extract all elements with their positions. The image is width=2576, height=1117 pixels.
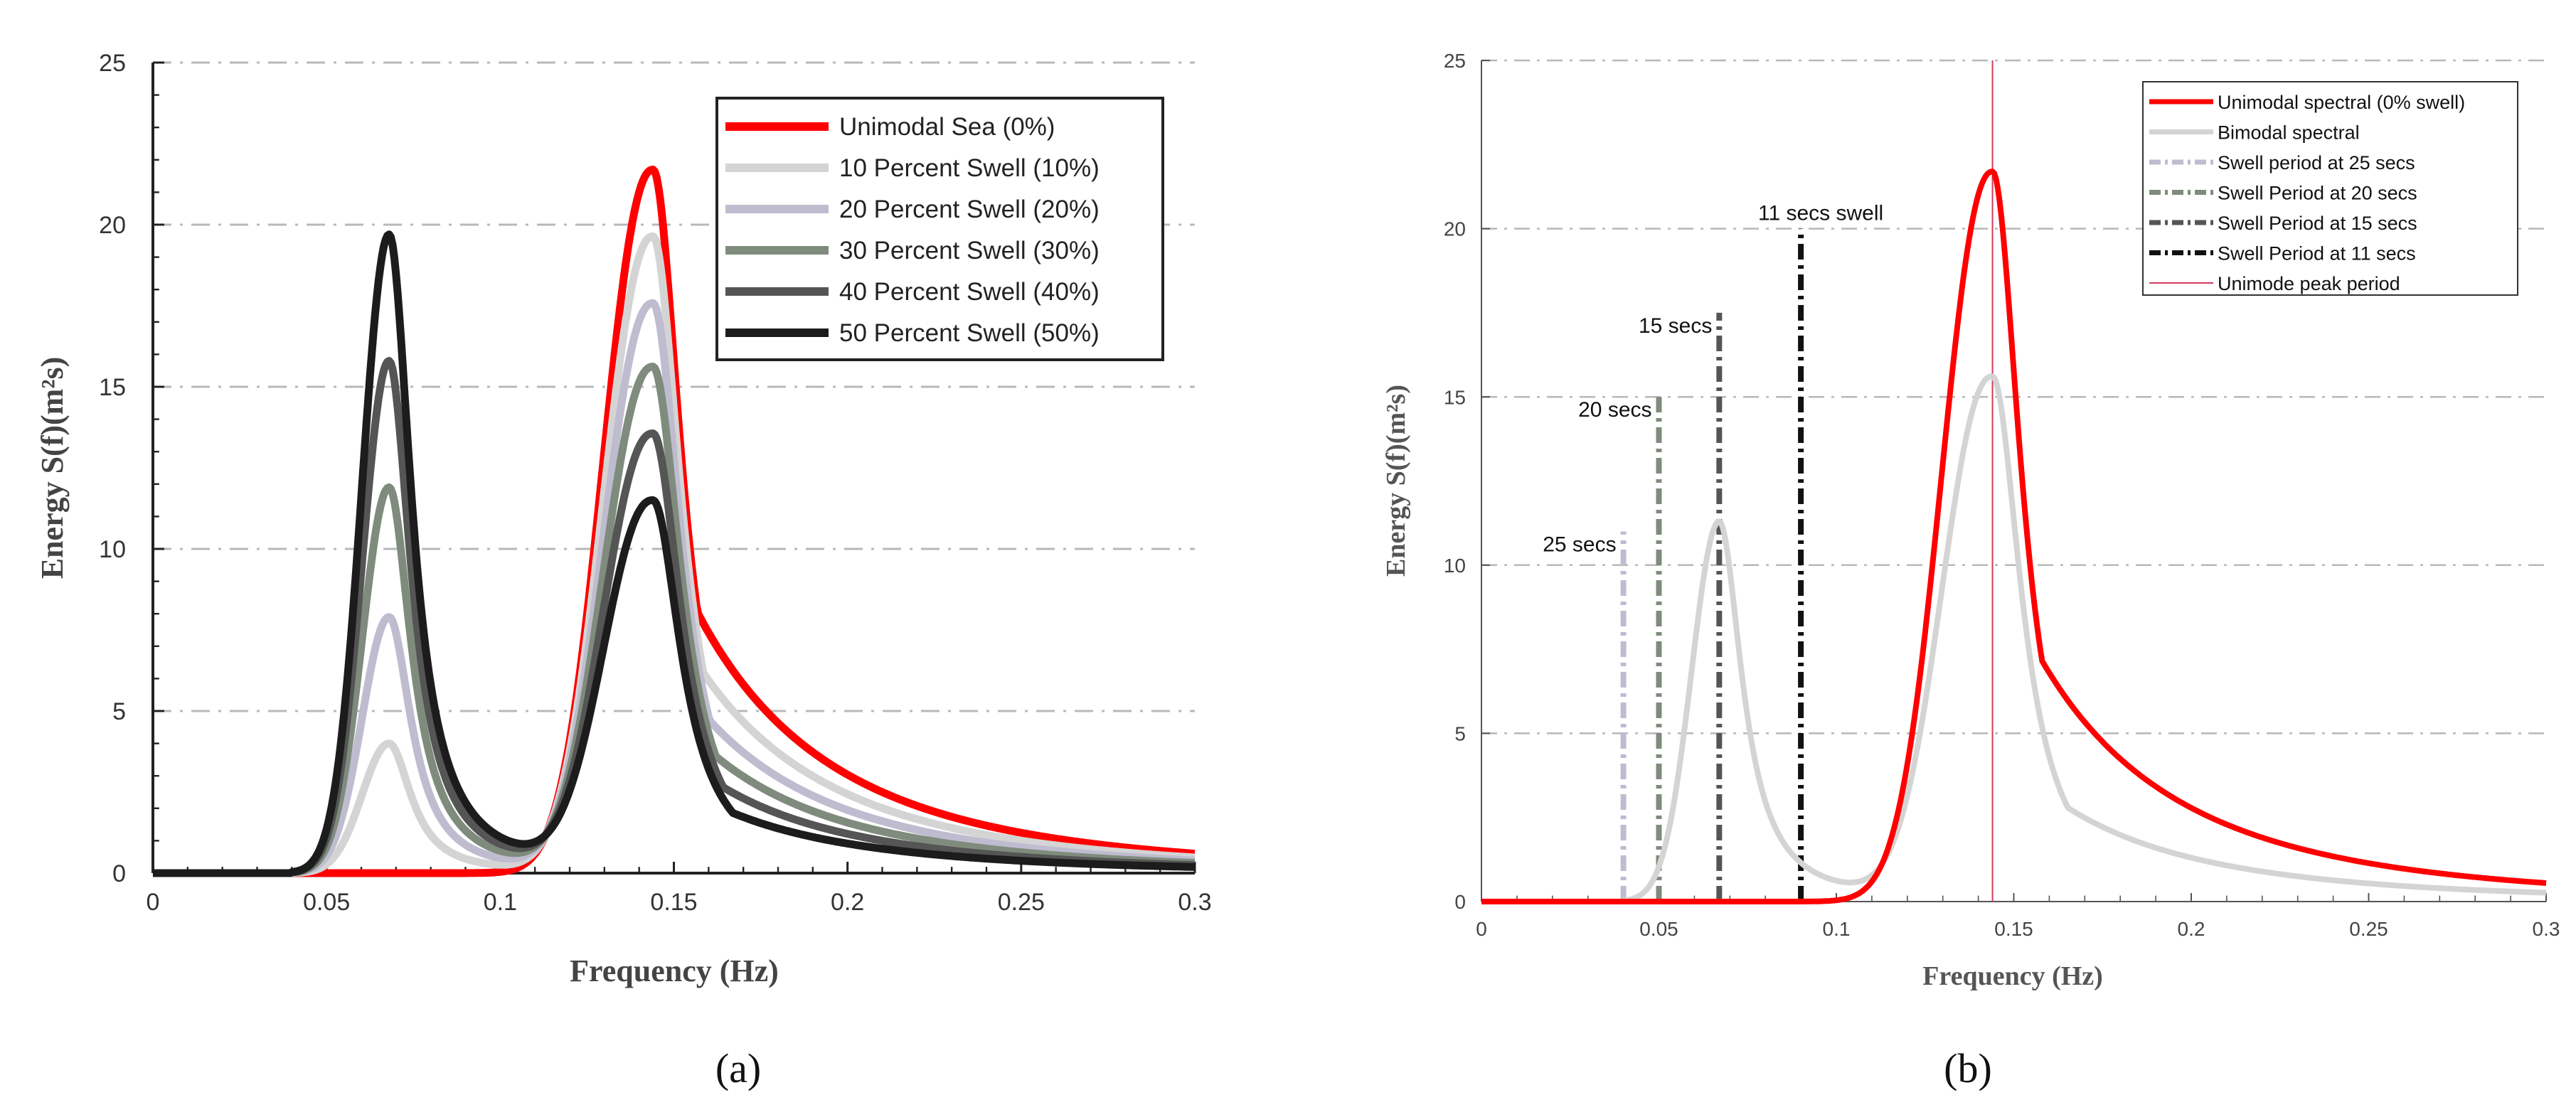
x-tick-label: 0.15: [1994, 918, 2033, 940]
panel-a-legend-entry-2: 20 Percent Swell (20%): [839, 196, 1100, 223]
panel-b-legend-entry-0: Unimodal spectral (0% swell): [2218, 92, 2465, 113]
panel-b-legend-entry-2: Swell period at 25 secs: [2218, 152, 2415, 173]
panel-b-y-axis-label: Energy S(f)(m²s): [1381, 385, 1411, 577]
panel-a-series-line-0: [150, 166, 1198, 877]
panel-b-annotation-1: 20 secs: [1578, 398, 1651, 422]
panel-a-y-axis-label: Energy S(f)(m²s): [35, 357, 70, 579]
panel-a-series-line-2: [150, 299, 1198, 877]
x-tick-label: 0.3: [1178, 889, 1211, 916]
panel-b-legend-entry-3: Swell Period at 20 secs: [2218, 183, 2417, 204]
panel-b-swell-period-lines: [1620, 60, 1994, 902]
panel-b-y-axis-label-text: Energy S(f)(m²s): [1381, 385, 1411, 577]
x-tick-label: 0.3: [2533, 918, 2560, 940]
panel-a-legend-entry-0: Unimodal Sea (0%): [839, 113, 1055, 141]
panel-a-series: [150, 166, 1198, 877]
x-tick-label: 0.2: [831, 889, 864, 916]
y-tick-label: 0: [112, 860, 126, 887]
panel-b-annotation-0: 25 secs: [1543, 533, 1616, 556]
x-tick-label: 0: [147, 889, 160, 916]
x-tick-label: 0.1: [1823, 918, 1851, 940]
y-tick-label: 20: [1444, 218, 1466, 240]
panel-a-y-axis-label-text: Energy S(f)(m²s): [35, 357, 70, 579]
y-tick-label: 15: [1444, 386, 1466, 408]
x-tick-label: 0.25: [998, 889, 1045, 916]
y-tick-label: 10: [99, 536, 126, 563]
panel-b-legend-entry-6: Unimode peak period: [2218, 273, 2400, 294]
x-tick-label: 0.05: [1639, 918, 1678, 940]
x-tick-label: 0.2: [2178, 918, 2205, 940]
panel-b-legend-box: [2142, 81, 2518, 296]
x-tick-label: 0.25: [2349, 918, 2388, 940]
panel-b-series-line-1: [1480, 373, 2548, 904]
panel-b-annotation-3: 11 secs swell: [1758, 202, 1883, 225]
y-tick-label: 10: [1444, 555, 1466, 577]
panel-a-series-line-1: [150, 232, 1198, 877]
y-tick-label: 5: [112, 698, 126, 725]
x-tick-label: 0.05: [303, 889, 350, 916]
panel-b-series-line-0: [1480, 169, 2548, 904]
panel-a-series-line-5: [150, 230, 1198, 877]
panel-a-chart: 0 5 10 15 20 25 0 0.05 0.1 0.15 0.2 0.25 0.3 Frequen…: [35, 50, 1212, 1091]
panel-a-legend: Unimodal Sea (0%) 10 Percent Swell (10%) 2…: [715, 97, 1164, 361]
panel-b-x-axis-label: Frequency (Hz): [1922, 961, 2103, 991]
y-tick-label: 25: [1444, 50, 1466, 72]
panel-b-label: (b): [1944, 1045, 1992, 1091]
y-tick-label: 25: [99, 50, 126, 77]
x-tick-label: 0.1: [484, 889, 517, 916]
x-tick-label: 0.15: [650, 889, 697, 916]
y-tick-label: 5: [1454, 722, 1466, 744]
panel-a-legend-entry-4: 40 Percent Swell (40%): [839, 278, 1100, 306]
panel-b-legend-entry-1: Bimodal spectral: [2218, 122, 2360, 144]
panel-b-series: [1480, 169, 2548, 904]
panel-a-x-axis-label: Frequency (Hz): [570, 953, 779, 988]
panel-b-legend-entry-5: Swell Period at 11 secs: [2218, 243, 2416, 264]
panel-b-legend-entry-4: Swell Period at 15 secs: [2218, 213, 2417, 234]
panel-a-legend-entry-3: 30 Percent Swell (30%): [839, 237, 1100, 264]
panel-b-ticks: 0 5 10 15 20 25 0 0.05 0.1 0.15 0.2 0.25 0.3: [1444, 50, 2560, 940]
y-tick-label: 0: [1454, 891, 1466, 913]
panel-a-label: (a): [715, 1045, 761, 1091]
panel-a-legend-box: [715, 97, 1164, 361]
panel-a-ticks: 0 5 10 15 20 25 0 0.05 0.1 0.15 0.2 0.25 0.3: [99, 50, 1211, 916]
y-tick-label: 20: [99, 212, 126, 239]
panel-b-annotations: 25 secs 20 secs 15 secs 11 secs swell: [1543, 202, 1883, 557]
y-tick-label: 15: [99, 374, 126, 401]
panel-b-annotation-2: 15 secs: [1639, 314, 1712, 338]
panel-a-legend-entry-5: 50 Percent Swell (50%): [839, 319, 1100, 347]
panel-b-legend: Unimodal spectral (0% swell) Bimodal spec…: [2142, 81, 2518, 296]
panel-a-legend-entry-1: 10 Percent Swell (10%): [839, 154, 1100, 182]
x-tick-label: 0: [1476, 918, 1487, 940]
panel-b-chart: 0 5 10 15 20 25 0 0.05 0.1 0.15 0.2 0.25 0.3 25 secs…: [1381, 50, 2560, 1091]
